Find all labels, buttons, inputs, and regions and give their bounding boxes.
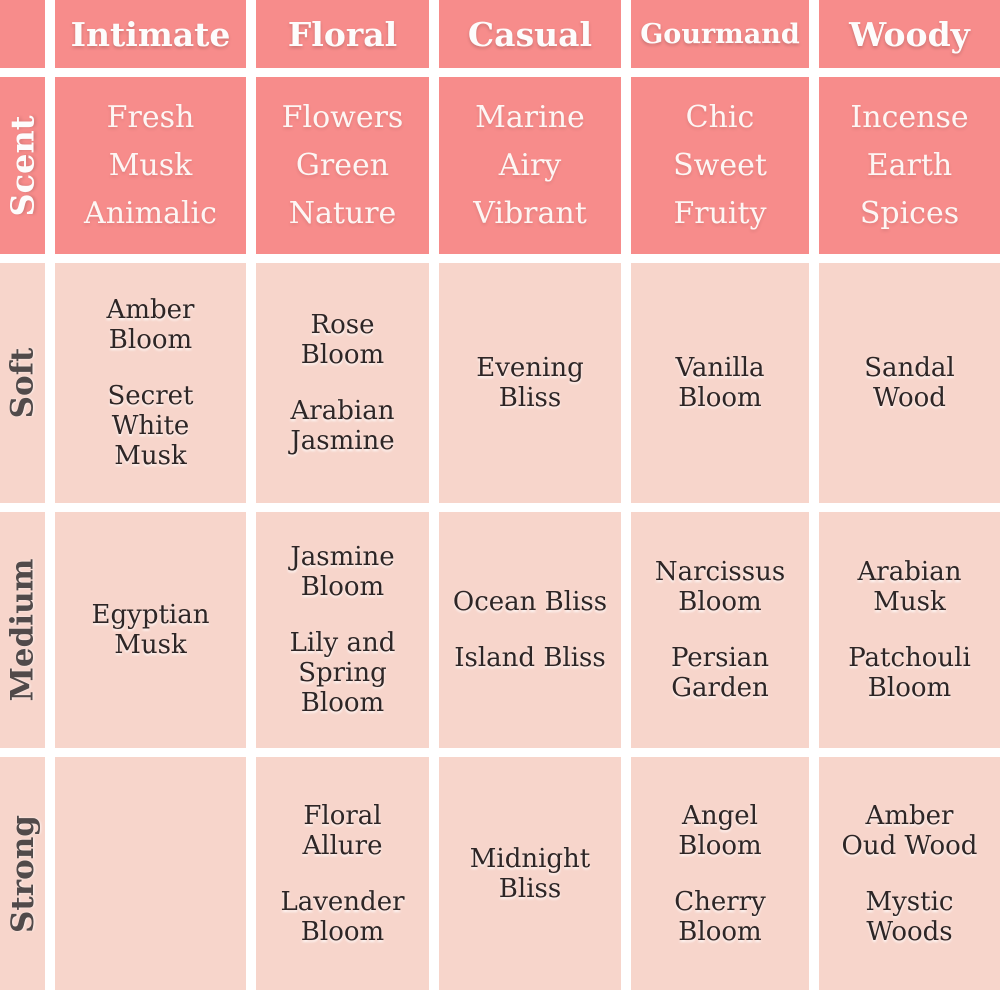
fragrance-item: Secret White Musk xyxy=(107,381,194,471)
fragrance-item: Rose Bloom xyxy=(300,310,385,370)
fragrance-item: Sandal Wood xyxy=(864,353,955,413)
fragrance-item: Angel Bloom xyxy=(678,800,762,861)
fragrance-item: Jasmine Bloom xyxy=(290,542,395,602)
cell-strong-gourmand: Angel Bloom Cherry Bloom xyxy=(631,757,809,990)
fragrance-item: Lily and Spring Bloom xyxy=(289,628,396,718)
fragrance-item: Arabian Jasmine xyxy=(290,396,395,456)
column-header-label: Casual xyxy=(467,14,593,54)
scent-descriptor-floral: Flowers Green Nature xyxy=(256,77,429,254)
fragrance-item: Ocean Bliss xyxy=(452,587,608,617)
fragrance-item: Narcissus Bloom xyxy=(654,557,786,617)
scent-descriptor-text: Marine Airy Vibrant xyxy=(473,99,587,231)
cell-strong-intimate xyxy=(55,757,246,990)
scent-row-header: Scent xyxy=(0,77,45,254)
cell-soft-intimate: Amber Bloom Secret White Musk xyxy=(55,263,246,503)
cell-strong-woody: Amber Oud Wood Mystic Woods xyxy=(819,757,1000,990)
cell-strong-floral: Floral Allure Lavender Bloom xyxy=(256,757,429,990)
corner-cell xyxy=(0,0,45,68)
column-header-label: Intimate xyxy=(70,14,231,54)
fragrance-item: Island Bliss xyxy=(454,643,606,673)
cell-soft-casual: Evening Bliss xyxy=(439,263,621,503)
scent-descriptor-intimate: Fresh Musk Animalic xyxy=(55,77,246,254)
column-header-casual: Casual xyxy=(439,0,621,68)
scent-descriptor-casual: Marine Airy Vibrant xyxy=(439,77,621,254)
fragrance-item: Patchouli Bloom xyxy=(848,643,971,703)
column-header-intimate: Intimate xyxy=(55,0,246,68)
scent-descriptor-text: Incense Earth Spices xyxy=(850,99,969,231)
scent-descriptor-text: Fresh Musk Animalic xyxy=(84,99,217,231)
cell-strong-casual: Midnight Bliss xyxy=(439,757,621,990)
column-header-label: Gourmand xyxy=(640,18,800,50)
scent-descriptor-text: Flowers Green Nature xyxy=(281,99,404,231)
fragrance-item: Egyptian Musk xyxy=(91,600,210,660)
fragrance-item: Lavender Bloom xyxy=(280,886,405,947)
fragrance-item: Cherry Bloom xyxy=(674,886,766,947)
row-header-medium: Medium xyxy=(0,512,45,748)
column-header-label: Floral xyxy=(287,14,398,54)
fragrance-item: Persian Garden xyxy=(670,643,770,703)
scent-descriptor-woody: Incense Earth Spices xyxy=(819,77,1000,254)
fragrance-item: Vanilla Bloom xyxy=(675,353,765,413)
cell-medium-intimate: Egyptian Musk xyxy=(55,512,246,748)
fragrance-item: Arabian Musk xyxy=(857,557,962,617)
row-label: Strong xyxy=(4,814,41,933)
column-header-gourmand: Gourmand xyxy=(631,0,809,68)
cell-soft-floral: Rose Bloom Arabian Jasmine xyxy=(256,263,429,503)
row-header-strong: Strong xyxy=(0,757,45,990)
scent-descriptor-gourmand: Chic Sweet Fruity xyxy=(631,77,809,254)
column-header-floral: Floral xyxy=(256,0,429,68)
column-header-label: Woody xyxy=(849,14,970,54)
fragrance-item: Mystic Woods xyxy=(865,886,954,947)
column-header-woody: Woody xyxy=(819,0,1000,68)
fragrance-item: Floral Allure xyxy=(302,800,383,861)
cell-medium-woody: Arabian Musk Patchouli Bloom xyxy=(819,512,1000,748)
row-header-soft: Soft xyxy=(0,263,45,503)
cell-medium-casual: Ocean Bliss Island Bliss xyxy=(439,512,621,748)
cell-soft-gourmand: Vanilla Bloom xyxy=(631,263,809,503)
cell-soft-woody: Sandal Wood xyxy=(819,263,1000,503)
row-label: Medium xyxy=(4,558,41,702)
fragrance-item: Evening Bliss xyxy=(476,353,584,413)
scent-row-label: Scent xyxy=(3,115,42,216)
scent-descriptor-text: Chic Sweet Fruity xyxy=(673,99,767,231)
fragrance-item: Amber Oud Wood xyxy=(841,800,978,861)
cell-medium-floral: Jasmine Bloom Lily and Spring Bloom xyxy=(256,512,429,748)
fragrance-item: Midnight Bliss xyxy=(469,843,591,904)
cell-medium-gourmand: Narcissus Bloom Persian Garden xyxy=(631,512,809,748)
fragrance-item: Amber Bloom xyxy=(106,295,195,355)
row-label: Soft xyxy=(4,347,41,419)
